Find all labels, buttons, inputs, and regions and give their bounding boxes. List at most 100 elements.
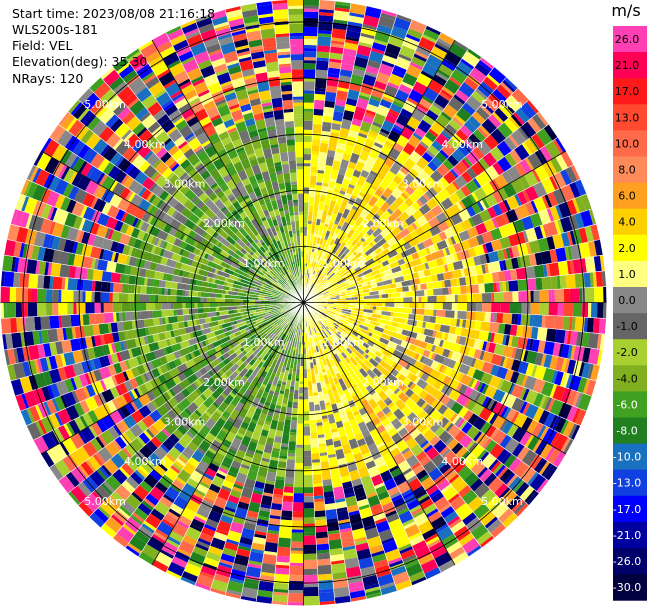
velocity-gate [372, 227, 383, 238]
velocity-gate [417, 437, 428, 447]
velocity-gate [303, 90, 315, 94]
velocity-gate [324, 497, 336, 505]
velocity-gate [256, 349, 264, 357]
velocity-gate [381, 306, 389, 312]
velocity-gate [255, 308, 265, 313]
velocity-gate [450, 318, 458, 327]
velocity-gate [427, 510, 443, 523]
velocity-gate [552, 384, 566, 402]
velocity-gate [317, 437, 326, 445]
velocity-gate [254, 481, 266, 490]
velocity-gate [267, 332, 272, 337]
velocity-gate [313, 262, 319, 272]
ray-separator [303, 302, 495, 539]
velocity-gate [185, 499, 201, 514]
velocity-gate [389, 354, 401, 364]
ray-separator [303, 302, 367, 599]
velocity-gate [67, 252, 76, 266]
velocity-gate [362, 144, 373, 153]
velocity-gate [240, 312, 245, 316]
velocity-gate [170, 288, 177, 296]
velocity-gate [428, 104, 443, 117]
velocity-gate [311, 447, 320, 454]
velocity-gate [347, 89, 360, 101]
ray-separator [303, 48, 469, 303]
velocity-gate [276, 383, 282, 388]
velocity-gate [14, 257, 20, 273]
velocity-gate [437, 479, 451, 492]
velocity-gate [291, 408, 298, 418]
velocity-gate [358, 504, 370, 511]
velocity-gate [21, 361, 32, 377]
velocity-gate [505, 334, 510, 346]
velocity-gate [549, 384, 558, 399]
velocity-gate [381, 537, 395, 545]
velocity-gate [310, 334, 314, 341]
velocity-gate [72, 349, 84, 364]
velocity-gate [416, 242, 426, 251]
velocity-gate [216, 311, 220, 317]
velocity-gate [399, 227, 411, 239]
velocity-gate [327, 376, 335, 387]
velocity-gate [37, 419, 47, 435]
velocity-gate [330, 128, 340, 134]
velocity-gate [482, 243, 488, 254]
velocity-gate [403, 296, 413, 303]
velocity-gate [257, 315, 264, 320]
velocity-gate [584, 256, 596, 273]
velocity-gate [299, 341, 302, 345]
velocity-gate [291, 313, 294, 317]
velocity-gate [386, 225, 393, 232]
velocity-gate [487, 331, 492, 343]
velocity-gate [357, 158, 367, 165]
velocity-gate [314, 281, 322, 289]
velocity-gate [326, 336, 331, 341]
velocity-gate [458, 335, 467, 346]
velocity-gate [328, 58, 342, 64]
velocity-gate [198, 285, 205, 292]
velocity-gate [412, 81, 428, 96]
velocity-gate [75, 242, 84, 256]
velocity-gate [447, 341, 459, 353]
velocity-gate [98, 366, 112, 380]
velocity-gate [333, 237, 340, 245]
velocity-gate [273, 488, 284, 496]
velocity-gate [406, 499, 421, 511]
velocity-gate [426, 211, 434, 220]
velocity-gate [287, 450, 296, 454]
velocity-gate [313, 114, 324, 119]
velocity-gate [292, 502, 304, 512]
velocity-gate [329, 326, 338, 335]
velocity-gate [272, 376, 280, 387]
velocity-gate [371, 333, 381, 341]
velocity-gate [403, 302, 410, 309]
velocity-gate [102, 376, 116, 390]
velocity-gate [234, 330, 242, 337]
velocity-gate [199, 393, 208, 402]
velocity-gate [423, 503, 438, 515]
velocity-gate [283, 311, 292, 318]
velocity-gate [322, 339, 330, 349]
velocity-gate [489, 146, 505, 162]
velocity-gate [458, 383, 469, 395]
velocity-gate [334, 312, 341, 317]
velocity-gate [291, 529, 304, 533]
ray-separator [303, 14, 398, 303]
velocity-gate [558, 343, 564, 358]
velocity-gate [285, 407, 293, 417]
velocity-gate [226, 580, 244, 593]
velocity-gate [394, 502, 408, 513]
velocity-gate [145, 513, 162, 529]
velocity-gate [248, 281, 256, 287]
velocity-gate [439, 249, 445, 258]
ray-separator [303, 302, 607, 319]
velocity-gate [112, 439, 123, 452]
velocity-gate [342, 421, 352, 430]
velocity-gate [511, 257, 519, 270]
velocity-gate [560, 387, 572, 404]
velocity-gate [317, 160, 326, 171]
ray-separator [224, 302, 304, 596]
velocity-gate [379, 347, 385, 354]
velocity-gate [284, 334, 289, 342]
velocity-gate [349, 12, 365, 18]
